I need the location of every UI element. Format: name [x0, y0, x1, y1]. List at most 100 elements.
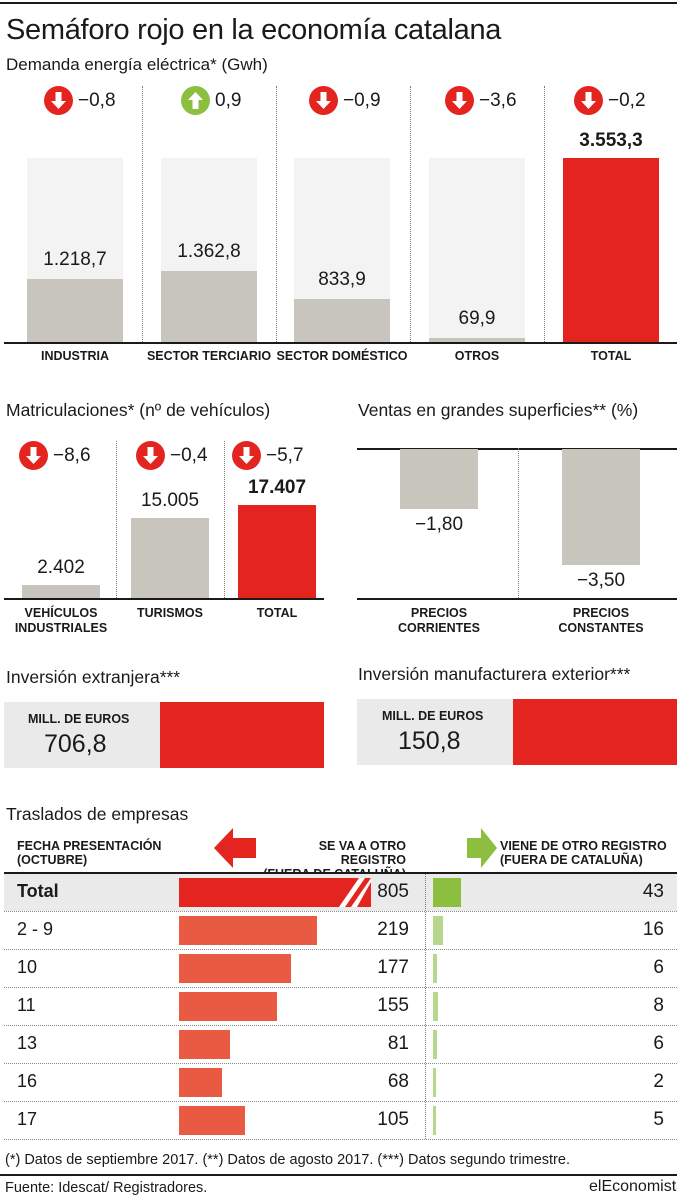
column-divider	[518, 448, 519, 600]
change-badge: −0,2	[574, 86, 646, 115]
row-divider	[4, 1063, 677, 1064]
manufacturing-investment-title: Inversión manufacturera exterior***	[358, 664, 631, 684]
page-title: Semáforo rojo en la economía catalana	[6, 14, 502, 46]
change-value: −0,2	[608, 89, 646, 111]
bar	[161, 271, 257, 342]
energy-chart-title: Demanda energía eléctrica* (Gwh)	[6, 55, 268, 74]
category-label: TOTAL	[256, 606, 298, 620]
arrow-down-icon	[232, 441, 261, 470]
arrow-up-icon	[181, 86, 210, 115]
bar-out	[179, 954, 291, 983]
axis-break-icon	[339, 878, 371, 907]
table-top-rule	[4, 872, 677, 874]
change-badge: −0,9	[309, 86, 381, 115]
col-date-label: FECHA PRESENTACIÓN	[17, 839, 162, 853]
footnote: (*) Datos de septiembre 2017. (**) Datos…	[5, 1152, 570, 1168]
change-badge: −8,6	[19, 441, 91, 470]
bar-out	[179, 1068, 222, 1097]
bar-out	[179, 1030, 231, 1059]
bar-in	[433, 992, 439, 1021]
out-value: 155	[377, 995, 409, 1016]
bar	[22, 585, 100, 598]
bar-out	[179, 916, 318, 945]
zero-axis	[357, 448, 677, 450]
row-label: 13	[17, 1033, 38, 1053]
vehicles-chart-title: Matriculaciones* (nº de vehículos)	[6, 400, 271, 420]
change-badge: 0,9	[181, 86, 241, 115]
out-value: 105	[377, 1109, 409, 1130]
column-divider	[409, 86, 411, 342]
data-label: 1.218,7	[43, 248, 107, 270]
category-label: TURISMOS	[137, 606, 203, 620]
in-value: 43	[642, 881, 664, 902]
change-badge: −3,6	[445, 86, 517, 115]
bar-background	[429, 158, 525, 342]
out-value: 177	[377, 957, 409, 978]
bar	[400, 449, 478, 509]
data-label: 17.407	[247, 477, 307, 498]
bar-in	[433, 878, 461, 907]
column-divider	[544, 86, 545, 342]
arrow-right-icon	[467, 828, 497, 868]
row-divider	[4, 911, 677, 912]
foreign-investment-label-box	[4, 702, 160, 768]
brand-logo: elEconomista	[589, 1178, 677, 1195]
bar-out	[179, 992, 277, 1021]
row-label: 11	[17, 995, 36, 1015]
foreign-investment-value: 706,8	[44, 730, 107, 758]
category-label: PRECIOS CONSTANTES	[558, 606, 644, 635]
table-divider	[425, 873, 426, 1139]
data-label: 69,9	[458, 308, 496, 330]
relocations-title: Traslados de empresas	[6, 804, 189, 824]
change-value: −3,6	[479, 89, 517, 111]
arrow-left-icon	[214, 828, 256, 868]
column-divider	[223, 441, 225, 598]
category-label: INDUSTRIA	[40, 349, 110, 363]
category-label: VEHÍCULOS INDUSTRIALES	[14, 606, 108, 635]
in-value: 8	[653, 995, 664, 1016]
col-in-sublabel: (FUERA DE CATALUÑA)	[500, 853, 643, 867]
bar-in	[433, 954, 437, 983]
row-label: 10	[17, 957, 38, 977]
bar-out	[179, 878, 371, 907]
arrow-down-icon	[445, 86, 474, 115]
change-value: −0,4	[170, 444, 208, 466]
data-label: 3.553,3	[579, 130, 643, 151]
data-label: 15.005	[140, 489, 200, 511]
in-value: 6	[653, 957, 664, 978]
bar	[294, 298, 390, 342]
bar	[562, 449, 640, 565]
row-label: 2 - 9	[17, 919, 54, 939]
row-divider	[4, 987, 677, 988]
manufacturing-investment-unit: MILL. DE EUROS	[382, 709, 484, 723]
data-label: 1.362,8	[177, 241, 241, 263]
foreign-investment-title: Inversión extranjera***	[6, 667, 181, 687]
bar-in	[433, 1068, 436, 1097]
bar-in	[433, 916, 444, 945]
bar	[563, 158, 659, 342]
out-value: 68	[387, 1071, 409, 1092]
col-in-label: VIENE DE OTRO REGISTRO	[500, 839, 667, 853]
row-label: 17	[17, 1109, 38, 1129]
row-label: 16	[17, 1071, 38, 1091]
bar-out	[179, 1106, 246, 1135]
row-divider	[4, 949, 677, 950]
x-axis	[4, 598, 324, 600]
x-axis	[357, 598, 677, 600]
in-value: 5	[653, 1109, 664, 1130]
change-badge: −0,4	[136, 441, 208, 470]
change-value: −8,6	[53, 444, 91, 466]
top-rule	[0, 2, 677, 4]
out-value: 805	[377, 881, 409, 902]
arrow-down-icon	[309, 86, 338, 115]
arrow-down-icon	[574, 86, 603, 115]
foreign-investment-bar	[160, 702, 324, 768]
column-divider	[275, 86, 277, 342]
category-label: SECTOR DOMÉSTICO	[276, 349, 408, 363]
category-label: PRECIOS CORRIENTES	[398, 606, 480, 635]
foreign-investment-unit: MILL. DE EUROS	[28, 712, 130, 726]
category-label: TOTAL	[590, 349, 632, 363]
change-value: −0,8	[78, 89, 116, 111]
manufacturing-investment-label-box	[357, 699, 513, 765]
in-value: 6	[653, 1033, 664, 1054]
